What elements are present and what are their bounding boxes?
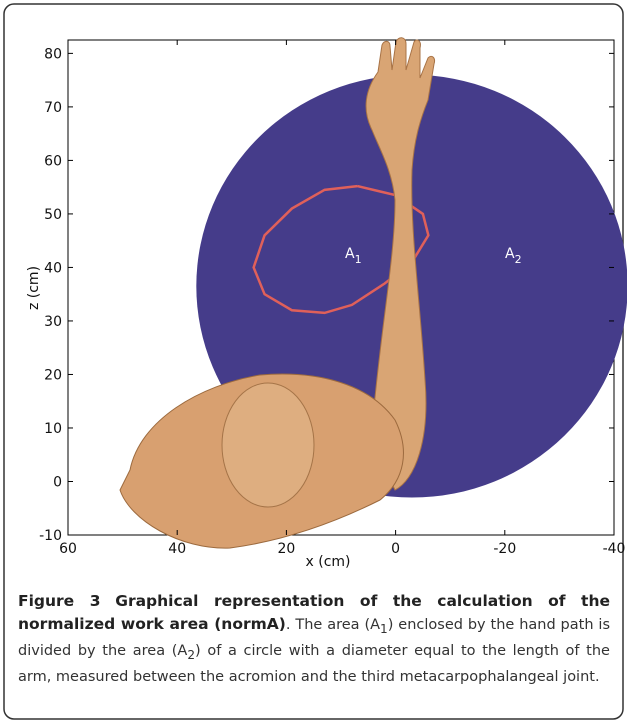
- x-tick-label: -20: [493, 541, 516, 557]
- x-tick-label: 20: [277, 541, 295, 557]
- y-tick-label: 40: [44, 260, 62, 276]
- y-tick-label: 60: [44, 153, 62, 169]
- x-tick-label: 0: [391, 541, 400, 557]
- y-tick-label: 0: [53, 474, 62, 490]
- y-tick-label: 20: [44, 367, 62, 383]
- annotation-text: A: [505, 246, 515, 262]
- x-tick-label: -40: [603, 541, 626, 557]
- head: [222, 383, 314, 507]
- caption-subscript: 1: [380, 622, 388, 636]
- page: {"chart_data": {"type": "line", "xlabel"…: [0, 0, 627, 723]
- caption: Figure 3 Graphical representation of the…: [18, 590, 610, 688]
- y-tick-label: -10: [39, 528, 62, 544]
- annotation-subscript: 2: [515, 253, 522, 266]
- x-axis-label: x (cm): [306, 554, 351, 570]
- x-tick-label: 40: [168, 541, 186, 557]
- caption-text: . The area (A: [286, 617, 380, 633]
- y-tick-label: 50: [44, 207, 62, 223]
- y-tick-label: 70: [44, 100, 62, 116]
- y-axis-label: z (cm): [26, 266, 42, 310]
- annotation-subscript: 1: [355, 253, 362, 266]
- y-tick-label: 30: [44, 314, 62, 330]
- caption-label: Figure 3: [18, 592, 100, 610]
- caption-subscript: 2: [187, 648, 195, 662]
- annotation-text: A: [345, 246, 355, 262]
- y-tick-label: 10: [44, 421, 62, 437]
- y-tick-label: 80: [44, 46, 62, 62]
